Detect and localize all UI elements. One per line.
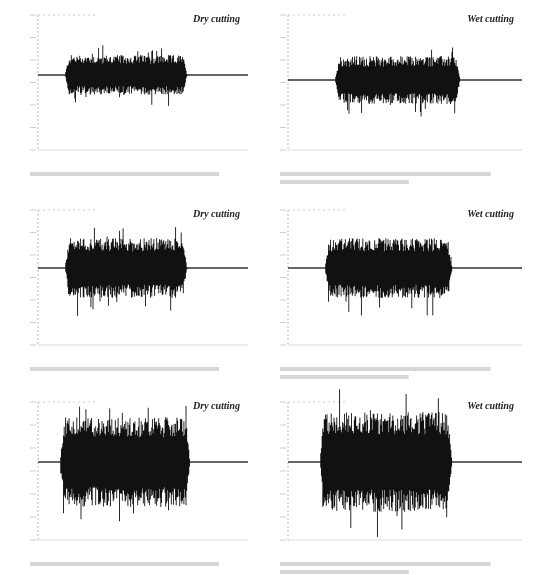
panel-title: Wet cutting — [467, 401, 514, 412]
panel-title: Dry cutting — [192, 14, 240, 25]
panel-title: Wet cutting — [467, 14, 514, 25]
caption-block — [30, 562, 219, 566]
panel-title: Dry cutting — [192, 209, 240, 220]
panel: Dry cutting — [30, 209, 248, 371]
caption-block — [30, 367, 219, 371]
panel: Dry cutting — [30, 401, 248, 566]
figure: Dry cutting Wet cutting Dry cutting Wet cut… — [0, 0, 546, 575]
panel-title: Dry cutting — [192, 401, 240, 412]
panel: Dry cutting — [30, 14, 248, 176]
caption-block — [30, 172, 219, 176]
waveform — [320, 389, 452, 537]
page: Dry cutting Wet cutting Dry cutting Wet cut… — [0, 0, 546, 575]
panel-title: Wet cutting — [467, 209, 514, 220]
caption-block — [280, 570, 409, 574]
waveform — [60, 406, 190, 521]
caption-block — [280, 180, 409, 184]
panel: Wet cutting — [280, 209, 522, 379]
caption-block — [280, 562, 491, 566]
panel: Wet cutting — [280, 389, 522, 574]
caption-block — [280, 172, 491, 176]
waveform — [335, 48, 460, 117]
waveform — [325, 238, 452, 315]
waveform — [65, 227, 187, 316]
caption-block — [280, 375, 409, 379]
waveform — [65, 45, 187, 106]
caption-block — [280, 367, 491, 371]
panel: Wet cutting — [280, 14, 522, 184]
